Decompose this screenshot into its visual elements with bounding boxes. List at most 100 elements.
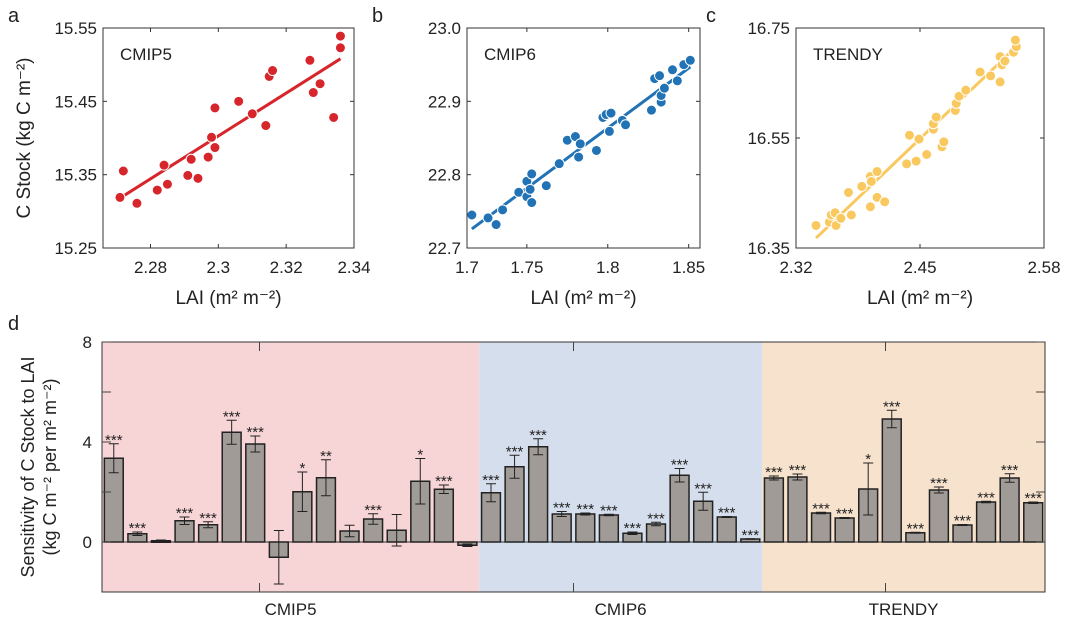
significance-label: *** — [105, 432, 123, 449]
significance-label: *** — [199, 510, 217, 527]
x-tick-label: 2.3 — [207, 258, 231, 277]
y-tick-label: 15.25 — [54, 239, 97, 258]
data-point — [590, 144, 602, 156]
data-point — [307, 87, 319, 99]
data-point — [654, 70, 666, 82]
significance-label: *** — [577, 501, 595, 518]
significance-label: * — [417, 447, 423, 464]
x-tick-label: 1.8 — [596, 258, 620, 277]
bar — [1023, 502, 1044, 543]
data-point — [684, 54, 696, 66]
data-point — [666, 64, 678, 76]
data-point — [553, 158, 565, 170]
data-point — [910, 155, 922, 167]
significance-label: *** — [506, 443, 524, 460]
bar — [810, 512, 832, 543]
y-tick-label: 0 — [83, 533, 92, 552]
bar — [245, 443, 266, 543]
y-tick-label: 23.0 — [428, 19, 461, 38]
data-point — [879, 196, 891, 208]
x-axis-label: LAI (m² m⁻²) — [175, 288, 281, 309]
data-point — [901, 158, 913, 170]
significance-label: *** — [624, 520, 642, 537]
x-tick-label: 1.85 — [672, 258, 705, 277]
data-point — [658, 82, 670, 94]
data-point — [985, 70, 997, 82]
data-point — [871, 166, 883, 178]
data-point — [845, 209, 857, 221]
data-point — [994, 76, 1006, 88]
y-tick-label: 15.35 — [54, 166, 97, 185]
y-tick-label: 4 — [83, 433, 92, 452]
axes-frame — [102, 27, 355, 249]
significance-label: *** — [671, 457, 689, 474]
data-point — [151, 184, 163, 196]
group-background — [479, 342, 763, 592]
panel-series-label: CMIP6 — [484, 45, 536, 64]
significance-label: *** — [789, 462, 807, 479]
data-point — [524, 183, 536, 195]
data-point — [482, 212, 494, 224]
data-point — [466, 209, 478, 221]
scatter-panel-c: c 2.32 2.45 2.58 16.35 16.55 16.75 TRENDY LAI (m… — [706, 5, 1061, 309]
data-point — [334, 30, 346, 42]
data-point — [930, 111, 942, 123]
x-axis-label: LAI (m² m⁻²) — [867, 288, 973, 309]
data-point — [540, 180, 552, 192]
data-point — [328, 111, 340, 123]
significance-label: *** — [742, 527, 760, 544]
significance-label: *** — [954, 513, 972, 530]
group-label: CMIP5 — [265, 600, 317, 619]
data-point — [260, 120, 272, 132]
significance-label: *** — [364, 502, 382, 519]
y-axis-label-line1: Sensitivity of C Stock to LAI — [18, 356, 38, 577]
significance-label: * — [865, 451, 871, 468]
significance-label: * — [299, 460, 305, 477]
bar — [527, 446, 549, 543]
significance-label: *** — [1024, 490, 1042, 507]
y-tick-label: 8 — [83, 333, 92, 352]
data-point — [497, 204, 509, 216]
data-point — [206, 131, 218, 143]
significance-label: *** — [482, 472, 500, 489]
data-point — [526, 197, 538, 209]
significance-label: *** — [176, 505, 194, 522]
data-point — [114, 191, 126, 203]
regression-line — [119, 57, 342, 200]
significance-label: *** — [836, 506, 854, 523]
data-point — [161, 178, 173, 190]
x-tick-label: 2.45 — [903, 258, 936, 277]
data-point — [999, 55, 1011, 67]
significance-label: *** — [930, 475, 948, 492]
data-point — [856, 180, 868, 192]
significance-label: *** — [907, 520, 925, 537]
data-point — [526, 168, 538, 180]
significance-label: *** — [600, 502, 618, 519]
bar — [669, 474, 690, 543]
significance-label: *** — [765, 464, 783, 481]
data-point — [921, 149, 933, 160]
data-point — [131, 197, 143, 209]
bar — [551, 513, 572, 543]
data-point — [835, 212, 847, 224]
significance-label: *** — [718, 505, 736, 522]
y-tick-label: 15.55 — [54, 19, 97, 38]
x-tick-label: 1.7 — [455, 258, 479, 277]
significance-label: *** — [223, 408, 241, 425]
significance-label: *** — [977, 489, 995, 506]
axes-frame — [466, 27, 701, 249]
bar — [433, 488, 455, 543]
data-point — [865, 175, 877, 187]
data-point — [864, 201, 876, 213]
x-tick-label: 1.75 — [510, 258, 543, 277]
y-tick-label: 22.8 — [428, 166, 461, 185]
panel-letter: d — [8, 313, 19, 335]
significance-label: *** — [529, 427, 547, 444]
data-point — [246, 108, 258, 120]
group-background — [102, 342, 480, 592]
bar — [221, 431, 242, 543]
significance-label: *** — [883, 398, 901, 415]
significance-label: *** — [812, 500, 830, 517]
